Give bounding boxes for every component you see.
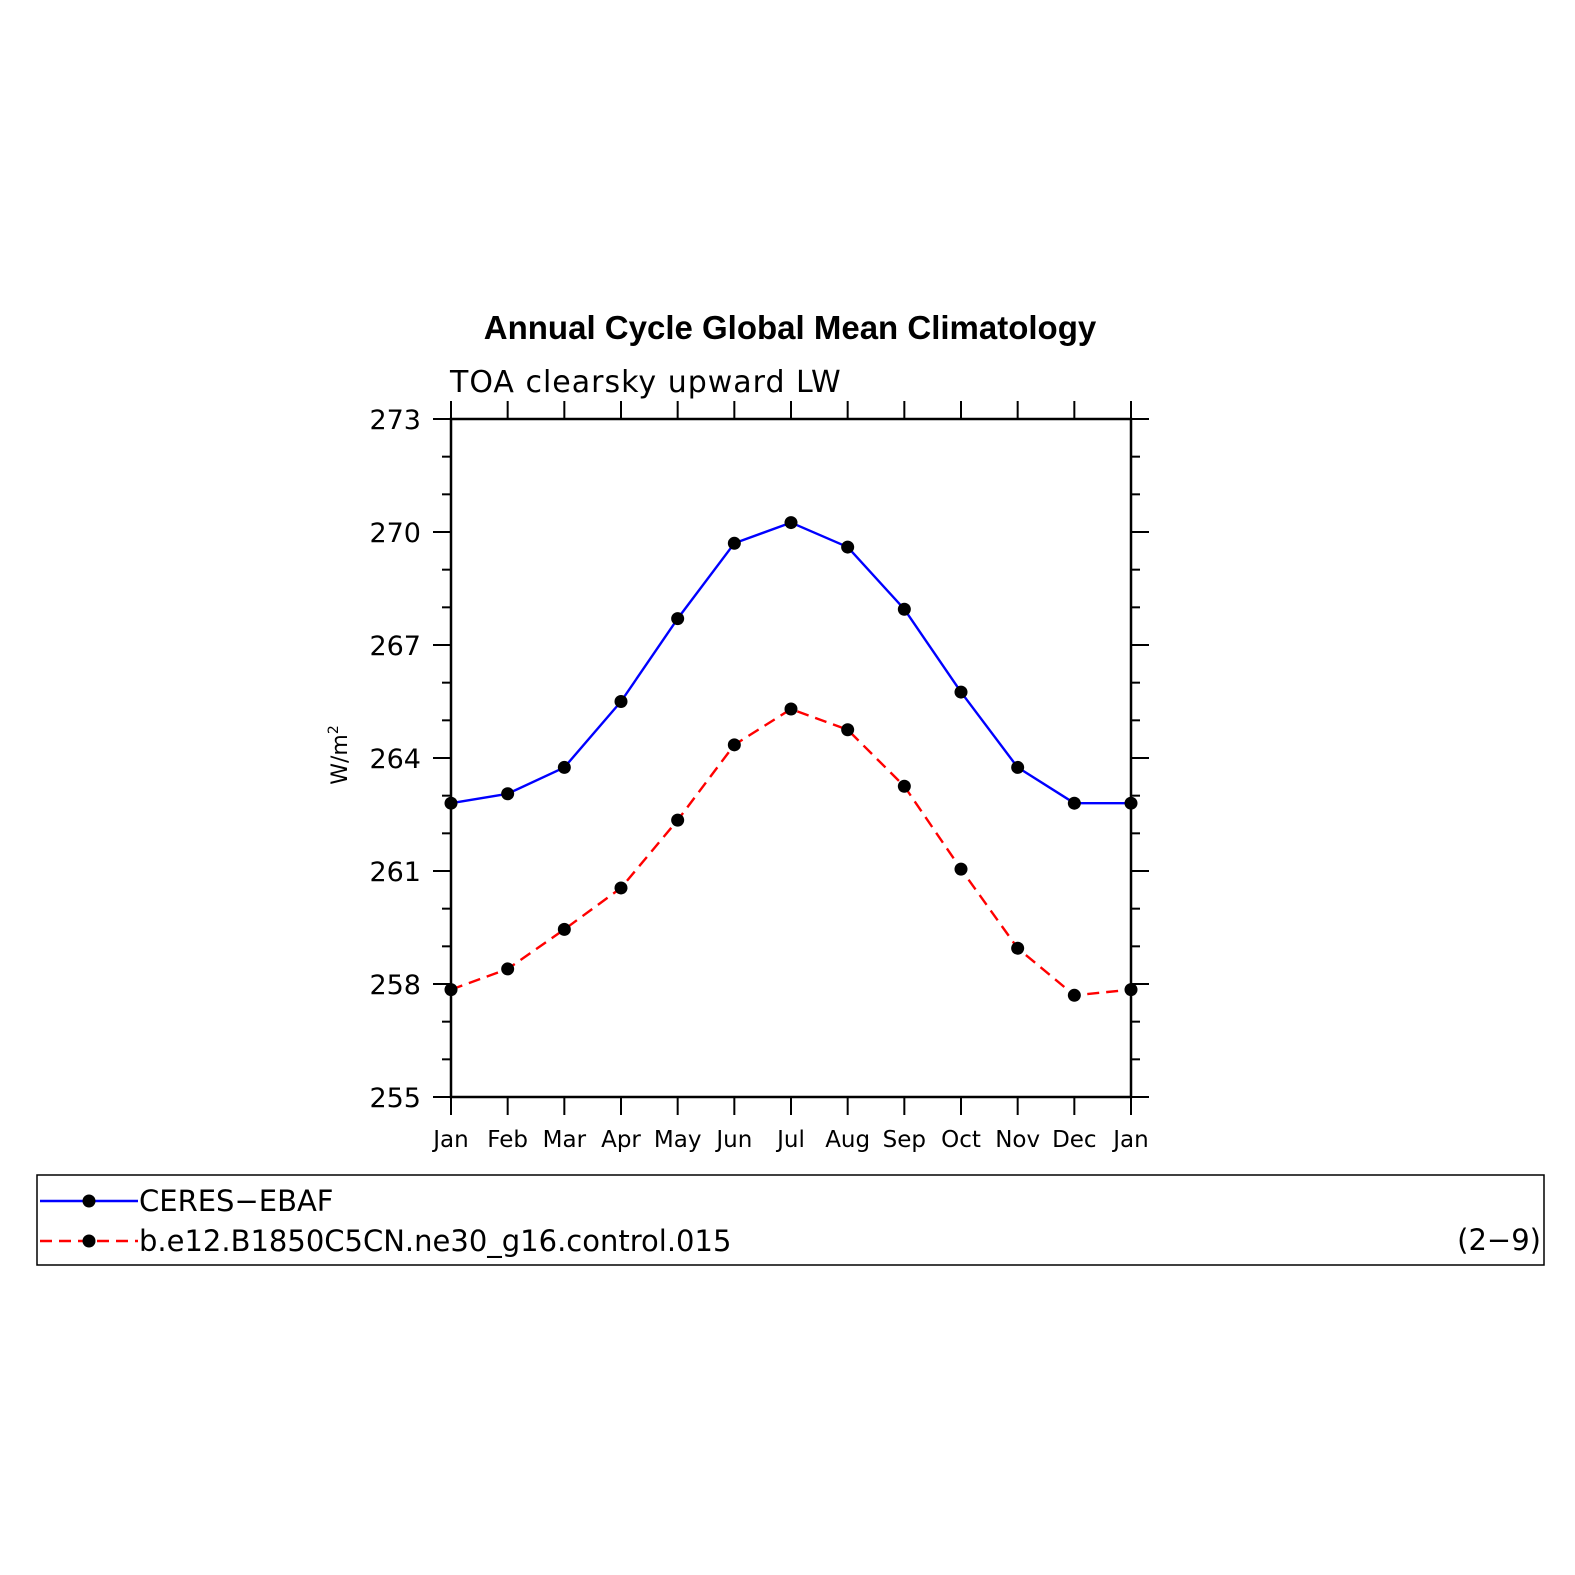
legend-label-1: b.e12.B1850C5CN.ne30_g16.control.015 [139,1224,731,1258]
y-tick-label: 261 [369,857,421,888]
x-tick-label: Dec [1052,1127,1097,1153]
series-1-point [1011,941,1025,955]
axis-ticks [433,401,1149,1115]
x-tick-label: Sep [883,1127,926,1153]
x-tick-label: Nov [995,1127,1040,1153]
series-line-1 [450,707,1132,997]
x-tick-label: Jan [1111,1127,1148,1153]
series-line-0 [450,521,1131,805]
series-1-point [671,813,685,827]
y-axis-title: W/m2 [326,725,353,785]
chart-subtitle: TOA clearsky upward LW [449,365,842,400]
x-tick-label: Feb [487,1127,528,1153]
legend: CERES−EBAF b.e12.B1850C5CN.ne30_g16.contr… [36,1174,1545,1266]
y-tick-label: 255 [369,1083,421,1114]
y-tick-label: 258 [369,970,421,1001]
x-tick-label: Oct [941,1127,981,1153]
legend-marker-1 [82,1234,96,1248]
x-tick-label: Jan [431,1127,468,1153]
x-tick-label: Jun [714,1127,752,1153]
x-tick-label: Jul [775,1127,805,1153]
y-tick-label: 264 [369,744,421,775]
plot-frame [449,417,1133,1099]
x-tick-label: Mar [543,1127,587,1153]
svg-text:W/m2: W/m2 [326,725,353,785]
legend-marker-0 [82,1194,96,1208]
legend-note: (2−9) [1457,1223,1541,1257]
series-0-point [614,695,628,708]
series-1-point [784,702,798,716]
x-tick-label: May [654,1127,702,1153]
series-0-point [841,540,855,554]
legend-label-0: CERES−EBAF [139,1184,334,1218]
series-0-point [671,612,685,626]
series-0-point [897,602,911,616]
series-1-point [954,862,968,876]
y-axis-title-superscript: 2 [326,725,342,734]
legend-box [36,1174,1545,1266]
chart-title: Annual Cycle Global Mean Climatology [484,309,1097,346]
y-tick-labels: 255 258 261 264 267 270 273 [369,405,421,1114]
series-1-point [557,922,571,936]
series-0-point [1067,796,1081,810]
series-0-point [501,787,515,801]
x-tick-label: Aug [825,1127,870,1153]
series-0-point [557,760,571,774]
series-0-point [1011,760,1025,774]
series-1-point [841,723,855,737]
y-tick-label: 267 [369,631,421,662]
x-tick-labels: Jan Feb Mar Apr May Jun Jul Aug Sep Oct Nov Dec Jan [431,1127,1148,1153]
series-layer [444,516,1138,1002]
y-tick-label: 273 [369,405,421,436]
series-0-point [784,516,798,530]
series-1-point [501,962,515,976]
series-0-point [954,685,968,699]
series-1-point [614,881,628,895]
x-tick-label: Apr [601,1127,641,1153]
legend-entries: CERES−EBAF b.e12.B1850C5CN.ne30_g16.contr… [40,1184,731,1258]
series-1-point [897,779,911,793]
series-1-point [727,738,741,752]
y-axis-title-text: W/m [328,734,353,785]
series-0-point [727,536,741,550]
y-tick-label: 270 [369,518,421,549]
series-1-point [1067,988,1081,1002]
